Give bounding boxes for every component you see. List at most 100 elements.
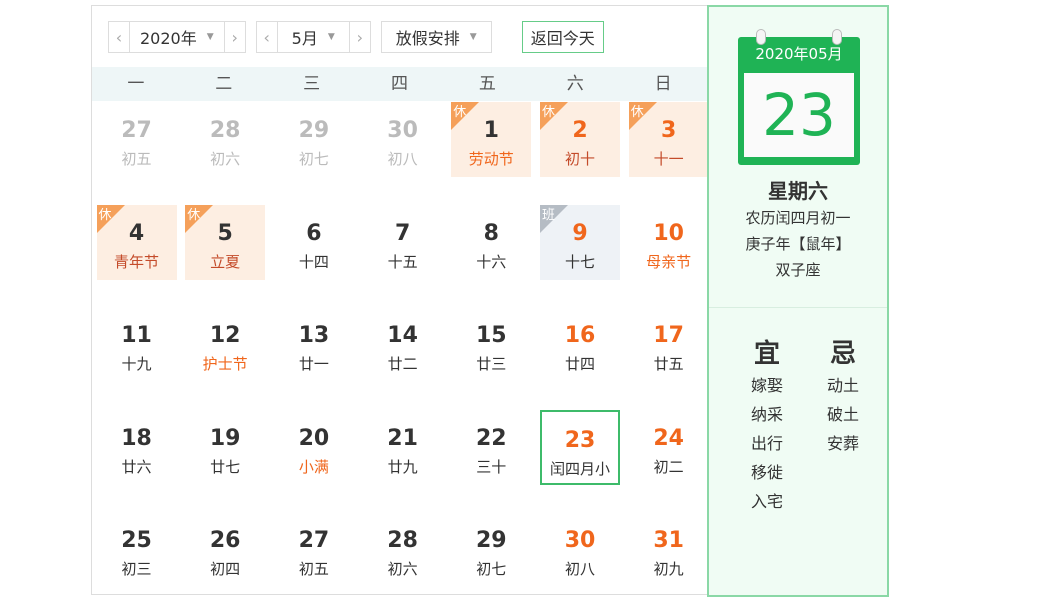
day-cell[interactable]: 29 初七 (274, 102, 354, 177)
year-dropdown[interactable]: 2020年 ▼ (130, 22, 224, 52)
holiday-selector: 放假安排 ▼ (380, 21, 492, 53)
day-number: 28 (387, 528, 418, 553)
day-number: 2 (572, 118, 588, 143)
day-cell[interactable]: 19 廿七 (185, 410, 265, 485)
year-selector: ‹ 2020年 ▼ › (108, 21, 246, 53)
day-cell[interactable]: 6 十四 (274, 205, 354, 280)
lunar-label: 十五 (387, 252, 418, 271)
day-number: 4 (128, 220, 145, 246)
day-cell[interactable]: 22 三十 (451, 410, 531, 485)
day-number: 24 (653, 425, 684, 451)
lunar-label: 初六 (210, 150, 241, 168)
lunar-label: 初九 (653, 560, 684, 578)
day-cell[interactable]: 17 廿五 (629, 307, 709, 382)
tag-label: 休 (98, 207, 112, 223)
holiday-tag: 休 (96, 204, 125, 233)
tag-label: 休 (630, 105, 644, 120)
weekday-label: 一 (127, 74, 145, 94)
day-cell[interactable]: 休 5 立夏 (185, 204, 266, 280)
tag-label: 休 (453, 105, 467, 120)
day-info: 星期六 农历闰四月初一 庚子年【鼠年】 双子座 (709, 177, 887, 283)
day-cell[interactable]: 26 初四 (185, 512, 265, 587)
lunar-label: 三十 (476, 457, 507, 476)
day-cell[interactable]: 29 初七 (451, 512, 531, 587)
day-cell[interactable]: 31 初九 (629, 512, 709, 587)
month-dropdown[interactable]: 5月 ▼ (278, 22, 349, 52)
day-cell[interactable]: 30 初八 (540, 512, 620, 587)
next-month-button[interactable]: › (348, 22, 370, 52)
day-number: 23 (564, 427, 596, 453)
ji-item: 安葬 (826, 434, 859, 453)
lunar-label: 初七 (298, 150, 329, 168)
lunar-label: 廿六 (121, 457, 152, 476)
day-cell[interactable]: 15 廿三 (451, 307, 531, 382)
prev-month-button[interactable]: ‹ (257, 22, 278, 52)
lunar-label: 护士节 (202, 355, 248, 373)
day-cell[interactable]: 20 小满 (274, 410, 354, 485)
holiday-dropdown[interactable]: 放假安排 ▼ (382, 22, 491, 52)
yi-list: 宜嫁娶 纳采 出行 移徙 入宅 (737, 337, 797, 516)
day-cell[interactable]: 25 初三 (97, 512, 177, 587)
day-cell[interactable]: 7 十五 (363, 205, 443, 280)
day-cell[interactable]: 8 十六 (451, 205, 531, 280)
lunar-label: 小满 (298, 457, 329, 476)
holiday-value: 放假安排 (395, 29, 460, 48)
day-cell[interactable]: 13 廿一 (274, 307, 354, 382)
day-cell[interactable]: 28 初六 (185, 102, 265, 177)
day-number: 29 (298, 118, 330, 143)
day-cell[interactable]: 10 母亲节 (629, 205, 709, 280)
lunar-label: 初二 (653, 457, 684, 476)
lunar-label: 廿一 (298, 355, 329, 373)
lunar-label: 立夏 (210, 252, 241, 271)
day-cell[interactable]: 18 廿六 (97, 410, 177, 485)
day-number: 27 (121, 118, 152, 143)
lunar-date: 农历闰四月初一 (745, 209, 851, 227)
day-cell[interactable]: 21 廿九 (363, 410, 443, 485)
lunar-label: 初五 (121, 150, 152, 168)
caret-down-icon: ▼ (469, 32, 477, 42)
prev-year-button[interactable]: ‹ (109, 22, 130, 52)
day-cell[interactable]: 27 初五 (274, 512, 354, 587)
toolbar: ‹ 2020年 ▼ › ‹ 5月 ▼ › 放假安排 ▼ 返回今天 (108, 21, 604, 53)
day-cell[interactable]: 30 初八 (363, 102, 443, 177)
month-selector: ‹ 5月 ▼ › (255, 21, 371, 53)
lunar-label: 十六 (476, 252, 507, 271)
day-cell[interactable]: 11 十九 (97, 307, 177, 382)
day-cell[interactable]: 休 4 青年节 (96, 204, 177, 280)
yi-item: 出行 (750, 434, 783, 453)
yi-item: 嫁娶 (750, 376, 783, 395)
lunar-label: 廿五 (653, 355, 684, 373)
day-number: 8 (483, 220, 499, 246)
day-cell[interactable]: 28 初六 (363, 512, 443, 587)
lunar-label: 十七 (564, 252, 595, 271)
day-cell[interactable]: 27 初五 (97, 102, 177, 177)
day-cell[interactable]: 休 1 劳动节 (451, 102, 532, 177)
lunar-label: 廿四 (564, 355, 595, 373)
workday-tag: 班 (540, 204, 568, 233)
day-cell[interactable]: 16 廿四 (540, 307, 620, 382)
lunar-label: 十四 (298, 252, 329, 271)
lunar-label: 初四 (210, 560, 241, 578)
ring-icon (832, 29, 842, 45)
next-year-button[interactable]: › (223, 22, 245, 52)
holiday-tag: 休 (451, 102, 480, 130)
day-cell[interactable]: 14 廿二 (363, 307, 443, 382)
selected-year-month: 2020年05月 (755, 45, 843, 63)
day-number: 15 (475, 323, 507, 348)
back-to-today-button[interactable]: 返回今天 (521, 21, 604, 53)
lunar-label: 青年节 (113, 252, 159, 271)
day-cell[interactable]: 23 闰四月小 (540, 409, 620, 485)
holiday-tag: 休 (185, 204, 214, 233)
day-cell[interactable]: 班 9 十七 (540, 204, 620, 280)
lunar-label: 廿七 (210, 457, 241, 476)
day-number: 11 (121, 323, 152, 348)
lunar-label: 初六 (387, 560, 418, 578)
day-number: 3 (661, 118, 677, 143)
yi-item: 移徙 (750, 463, 783, 482)
day-cell[interactable]: 休 3 十一 (628, 102, 709, 177)
day-cell[interactable]: 休 2 初十 (540, 102, 620, 177)
selected-day: 23 (744, 73, 854, 157)
day-cell[interactable]: 24 初二 (629, 410, 709, 485)
day-cell[interactable]: 12 护士节 (185, 307, 265, 382)
weekday-label: 五 (478, 74, 496, 94)
